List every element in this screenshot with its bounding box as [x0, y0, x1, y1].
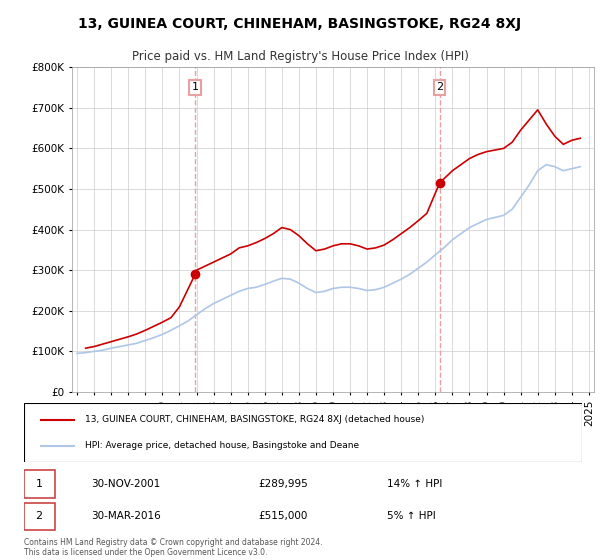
Text: Contains HM Land Registry data © Crown copyright and database right 2024.
This d: Contains HM Land Registry data © Crown c…	[24, 538, 323, 557]
Text: HPI: Average price, detached house, Basingstoke and Deane: HPI: Average price, detached house, Basi…	[85, 441, 359, 450]
Text: 30-MAR-2016: 30-MAR-2016	[91, 511, 161, 521]
FancyBboxPatch shape	[24, 403, 582, 462]
Text: Price paid vs. HM Land Registry's House Price Index (HPI): Price paid vs. HM Land Registry's House …	[131, 50, 469, 63]
Text: 14% ↑ HPI: 14% ↑ HPI	[387, 479, 442, 489]
Text: £515,000: £515,000	[259, 511, 308, 521]
Text: 2: 2	[436, 82, 443, 92]
FancyBboxPatch shape	[24, 470, 55, 498]
Text: £289,995: £289,995	[259, 479, 308, 489]
FancyBboxPatch shape	[24, 503, 55, 530]
Text: 5% ↑ HPI: 5% ↑ HPI	[387, 511, 436, 521]
Text: 13, GUINEA COURT, CHINEHAM, BASINGSTOKE, RG24 8XJ (detached house): 13, GUINEA COURT, CHINEHAM, BASINGSTOKE,…	[85, 415, 425, 424]
Text: 30-NOV-2001: 30-NOV-2001	[91, 479, 160, 489]
Text: 13, GUINEA COURT, CHINEHAM, BASINGSTOKE, RG24 8XJ: 13, GUINEA COURT, CHINEHAM, BASINGSTOKE,…	[79, 17, 521, 31]
Text: 1: 1	[191, 82, 199, 92]
Text: 2: 2	[35, 511, 43, 521]
Text: 1: 1	[35, 479, 43, 489]
